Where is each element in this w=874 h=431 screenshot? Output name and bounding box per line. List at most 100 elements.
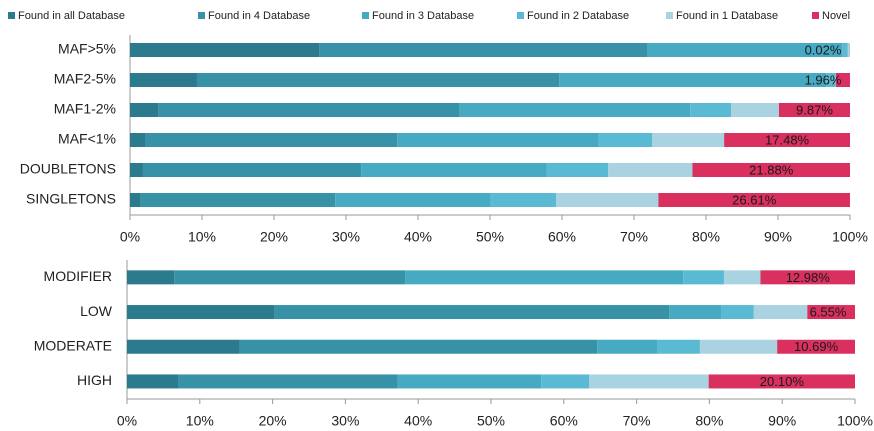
bar-segment <box>127 374 179 389</box>
bar-segment <box>541 374 590 389</box>
legend-swatch <box>8 12 15 19</box>
bar-segment <box>397 374 542 389</box>
bar-segment <box>656 339 700 354</box>
bar-segment <box>608 163 693 177</box>
x-tick-label: 60% <box>548 229 576 245</box>
legend-swatch <box>362 12 369 19</box>
bar-segment <box>753 305 808 320</box>
legend-swatch <box>812 12 819 19</box>
bar-segment <box>777 339 855 354</box>
bar-segment <box>559 73 827 87</box>
bar-segment <box>807 305 855 320</box>
x-tick-label: 90% <box>768 413 796 429</box>
bar-segment <box>397 133 598 147</box>
x-tick-label: 40% <box>404 229 432 245</box>
bar-segment <box>652 133 725 147</box>
value-label: 12.98% <box>786 270 831 285</box>
category-label: MAF2-5% <box>54 71 116 87</box>
value-label: 0.02% <box>805 42 842 57</box>
bar-segment <box>669 305 722 320</box>
bar-segment <box>459 103 691 117</box>
value-label: 1.96% <box>805 72 842 87</box>
value-label: 17.48% <box>765 132 810 147</box>
bar-segment <box>130 163 143 177</box>
x-tick-label: 80% <box>695 413 723 429</box>
bar-segment <box>724 133 850 147</box>
bar-segment <box>196 73 560 87</box>
x-tick-label: 70% <box>623 413 651 429</box>
bar-segment <box>335 193 490 207</box>
x-tick-label: 0% <box>120 229 140 245</box>
bar-segment <box>145 133 398 147</box>
x-tick-label: 0% <box>117 413 137 429</box>
bar-segment <box>597 339 657 354</box>
x-tick-label: 10% <box>188 229 216 245</box>
bar-segment <box>647 43 843 57</box>
bar-segment <box>556 193 659 207</box>
bar-segment <box>546 163 609 177</box>
legend-label: Found in 4 Database <box>208 10 310 22</box>
bar-segment <box>692 163 850 177</box>
legend-label: Found in all Database <box>18 10 125 22</box>
x-tick-label: 100% <box>832 229 868 245</box>
bar-segment <box>658 193 850 207</box>
bar-segment <box>731 103 779 117</box>
x-tick-label: 10% <box>186 413 214 429</box>
bar-segment <box>274 305 670 320</box>
bar-segment <box>708 374 855 389</box>
bar-segment <box>174 270 406 285</box>
category-label: DOUBLETONS <box>20 161 116 177</box>
bar-segment <box>778 103 850 117</box>
bar-segment <box>721 305 754 320</box>
bar-segment <box>723 270 761 285</box>
legend-label: Found in 2 Database <box>527 10 629 22</box>
legend-swatch <box>198 12 205 19</box>
bar-segment <box>239 339 598 354</box>
bar-segment <box>130 73 197 87</box>
x-tick-label: 30% <box>332 229 360 245</box>
bar-segment <box>835 73 850 87</box>
value-label: 9.87% <box>796 102 833 117</box>
category-label: MAF<1% <box>58 131 116 147</box>
bar-segment <box>142 163 362 177</box>
bar-segment <box>178 374 398 389</box>
category-label: SINGLETONS <box>26 191 116 207</box>
bar-segment <box>598 133 652 147</box>
value-label: 6.55% <box>810 304 847 319</box>
bar-segment <box>127 270 175 285</box>
x-tick-label: 30% <box>331 413 359 429</box>
category-label: MAF>5% <box>58 41 116 57</box>
legend-swatch <box>517 12 524 19</box>
value-label: 21.88% <box>749 162 794 177</box>
value-label: 26.61% <box>732 192 777 207</box>
category-label: MODERATE <box>34 337 112 353</box>
bar-segment <box>690 103 732 117</box>
legend-swatch <box>666 12 673 19</box>
bar-segment <box>127 305 275 320</box>
bar-segment <box>127 339 240 354</box>
bar-segment <box>130 103 159 117</box>
x-tick-label: 20% <box>260 229 288 245</box>
x-tick-label: 50% <box>476 229 504 245</box>
bar-segment <box>842 43 848 57</box>
x-tick-label: 90% <box>764 229 792 245</box>
x-tick-label: 50% <box>477 413 505 429</box>
legend-label: Novel <box>822 10 850 22</box>
x-tick-label: 80% <box>692 229 720 245</box>
bar-segment <box>589 374 709 389</box>
bar-segment <box>130 133 146 147</box>
bar-segment <box>490 193 557 207</box>
bar-segment <box>319 43 648 57</box>
bar-segment <box>130 193 141 207</box>
bar-segment <box>683 270 724 285</box>
x-tick-label: 20% <box>259 413 287 429</box>
bar-segment <box>405 270 684 285</box>
legend-label: Found in 1 Database <box>676 10 778 22</box>
bar-segment <box>847 43 850 57</box>
bar-segment <box>699 339 778 354</box>
bar-segment <box>130 43 320 57</box>
bar-segment <box>140 193 336 207</box>
bar-segment <box>158 103 460 117</box>
x-tick-label: 60% <box>550 413 578 429</box>
